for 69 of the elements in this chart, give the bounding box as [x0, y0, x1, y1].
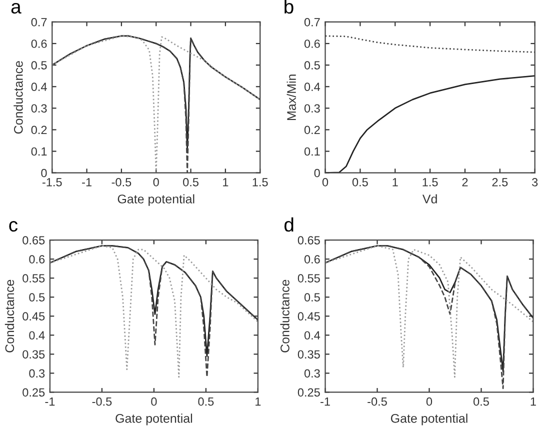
y-tick-label: 0: [314, 168, 320, 178]
y-tick-label: 0.25: [22, 388, 45, 397]
y-axis-title: Conductance: [14, 61, 23, 134]
x-tick-label: -1: [320, 398, 330, 406]
x-tick-label: 0: [322, 178, 328, 186]
y-tick-label: 0.3: [304, 369, 320, 378]
y-tick-label: 0.6: [304, 255, 320, 264]
x-tick-label: 0.5: [473, 397, 489, 406]
y-tick-label: 0.65: [22, 236, 45, 244]
x-tick-label: 1: [256, 398, 261, 406]
y-tick-label: 0.35: [22, 350, 45, 359]
x-tick-label: -1: [45, 398, 55, 406]
y-axis-title: Max/Min: [286, 74, 296, 120]
chart-title: a: [11, 2, 22, 14]
x-tick-label: 2: [462, 178, 468, 186]
y-tick-label: 0.4: [304, 82, 320, 92]
x-tick-label: 1.5: [252, 178, 268, 186]
y-tick-label: 0.35: [298, 350, 320, 359]
x-tick-label: -1.5: [42, 178, 62, 186]
y-tick-label: 0.45: [22, 312, 45, 321]
chart-title: c: [9, 221, 18, 232]
x-tick-label: 0.5: [198, 397, 214, 406]
y-tick-label: 0.2: [31, 126, 47, 134]
y-tick-label: 0.3: [29, 369, 45, 378]
x-tick-label: -1: [82, 178, 92, 186]
x-tick-label: 2.5: [492, 178, 508, 186]
y-tick-label: 0.6: [31, 40, 47, 48]
x-tick-label: 0.5: [183, 178, 198, 186]
y-tick-label: 0.5: [31, 61, 47, 70]
y-tick-label: 0.4: [31, 82, 47, 92]
x-tick-label: 0: [151, 397, 157, 406]
x-tick-label: -0.5: [112, 178, 132, 186]
y-tick-label: 0.7: [31, 18, 47, 26]
x-tick-label: 3: [532, 178, 538, 186]
x-tick-label: 0: [153, 178, 159, 186]
x-tick-label: 1: [392, 178, 398, 186]
y-tick-label: 0.4: [29, 331, 45, 340]
chart-title: d: [284, 217, 294, 232]
y-tick-label: 0.55: [298, 274, 320, 282]
y-tick-label: 0.2: [304, 126, 320, 134]
y-tick-label: 0.65: [298, 236, 320, 244]
x-tick-label: -0.5: [92, 397, 112, 406]
x-tick-label: 1.5: [422, 178, 438, 186]
x-axis-title: Gate potential: [390, 414, 468, 426]
y-tick-label: 0.3: [31, 104, 47, 113]
x-axis-title: Gate potential: [118, 194, 194, 206]
y-tick-label: 0.45: [298, 312, 320, 321]
y-axis-title: Conductance: [4, 280, 14, 352]
y-tick-label: 0.4: [304, 331, 320, 340]
y-axis-title: Conductance: [280, 280, 290, 352]
x-axis-title: Vd: [422, 194, 437, 204]
x-tick-label: 1: [530, 398, 536, 406]
x-tick-label: 0.5: [352, 178, 368, 186]
y-tick-label: 0.5: [304, 293, 320, 302]
y-tick-label: 0.6: [304, 40, 320, 48]
x-tick-label: -0.5: [368, 397, 387, 406]
y-tick-label: 0.25: [298, 388, 320, 397]
x-tick-label: 0: [426, 397, 432, 406]
y-tick-label: 0.3: [304, 104, 320, 113]
y-tick-label: 0.7: [304, 18, 320, 26]
y-tick-label: 0.1: [31, 147, 47, 156]
y-tick-label: 0.6: [29, 255, 45, 264]
y-tick-label: 0: [41, 168, 47, 178]
y-tick-label: 0.5: [29, 293, 45, 302]
y-tick-label: 0.55: [22, 274, 45, 282]
x-tick-label: 1: [223, 178, 228, 186]
y-tick-label: 0.5: [304, 61, 320, 70]
y-tick-label: 0.1: [304, 147, 320, 156]
x-axis-title: Gate potential: [116, 414, 192, 426]
